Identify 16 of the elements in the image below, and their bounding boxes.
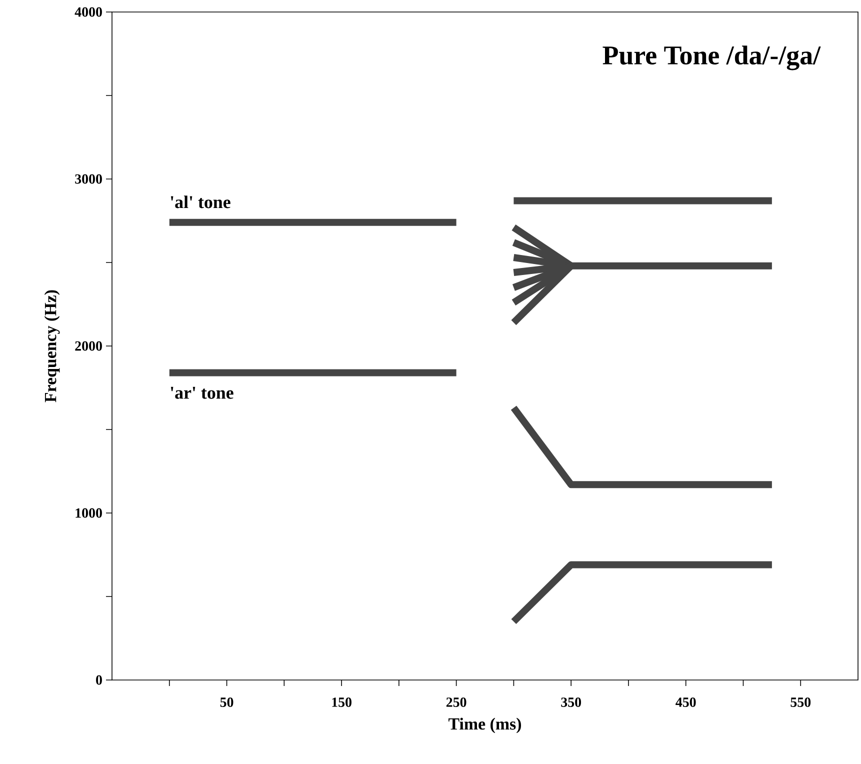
annotation: 'al' tone bbox=[170, 196, 230, 208]
y-tick-label: 1000 bbox=[76, 508, 102, 518]
x-tick-label: 150 bbox=[332, 698, 352, 707]
x-tick-label: 50 bbox=[220, 698, 234, 707]
x-axis-title: Time (ms) bbox=[448, 718, 522, 734]
y-tick-label: 2000 bbox=[75, 341, 102, 351]
x-tick-label: 350 bbox=[561, 698, 582, 707]
y-axis-title: Frequency (Hz) bbox=[44, 290, 60, 402]
x-tick-label: 450 bbox=[676, 698, 696, 707]
y-tick-label: 4000 bbox=[74, 7, 102, 17]
y-tick-label: 3000 bbox=[75, 174, 102, 184]
x-tick-label: 550 bbox=[790, 698, 811, 707]
annotation: 'ar' tone bbox=[170, 386, 234, 399]
y-tick-label: 0 bbox=[96, 675, 102, 685]
text: Pure Tone /da/-/ga/ bbox=[602, 46, 821, 70]
x-tick-label: 250 bbox=[446, 698, 466, 707]
